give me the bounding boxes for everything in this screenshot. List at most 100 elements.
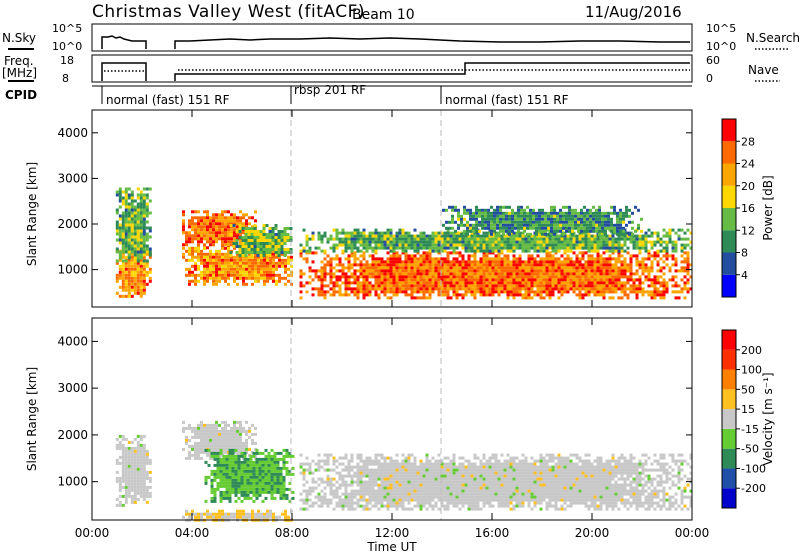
power-cell-5 (581, 293, 585, 297)
power-cell-5 (587, 272, 591, 276)
power-cell-7 (577, 214, 580, 218)
velocity-cell-2 (276, 463, 280, 467)
power-cell-6 (380, 237, 384, 241)
power-cell-5 (542, 266, 546, 270)
power-cell-0 (118, 294, 122, 298)
power-cell-7 (625, 223, 628, 227)
power-cell-5 (578, 251, 582, 255)
power-cell-5 (455, 275, 459, 279)
velocity-cell-2 (219, 484, 223, 488)
power-cell-1 (145, 226, 149, 230)
power-cell-0 (130, 285, 134, 289)
power-cell-2 (194, 210, 197, 214)
power-cell-3 (254, 261, 257, 265)
power-cell-7 (634, 229, 637, 233)
power-cell-6 (608, 249, 612, 253)
power-cell-6 (659, 243, 663, 247)
power-cell-6 (614, 249, 618, 253)
power-cell-7 (613, 211, 616, 215)
power-cell-3 (239, 261, 242, 265)
power-cell-5 (392, 251, 396, 255)
velocity-cell-2 (228, 451, 232, 455)
power-cell-5 (473, 284, 477, 288)
power-cell-7 (631, 211, 634, 215)
power-cell-6 (467, 240, 471, 244)
power-cell-5 (542, 269, 546, 273)
power-cell-6 (560, 237, 564, 241)
power-cell-7 (481, 208, 484, 212)
power-cell-6 (452, 234, 456, 238)
power-cell-5 (470, 293, 474, 297)
power-cell-5 (509, 287, 513, 291)
power-cell-5 (614, 263, 618, 267)
power-cell-5 (299, 284, 303, 288)
power-cell-6 (569, 237, 573, 241)
power-cell-2 (224, 225, 227, 229)
power-cell-6 (362, 240, 366, 244)
power-colorbar-label: Power [dB] (761, 175, 775, 240)
power-cell-0 (139, 276, 143, 280)
velocity-cell-2 (279, 481, 283, 485)
power-cell-6 (554, 234, 558, 238)
power-cell-2 (230, 222, 233, 226)
power-cell-5 (659, 293, 663, 297)
power-cell-6 (614, 243, 618, 247)
power-cell-1 (130, 223, 134, 227)
power-cell-5 (650, 260, 654, 264)
velocity-cell-2 (219, 448, 223, 452)
power-cell-5 (497, 254, 501, 258)
power-cell-6 (611, 243, 615, 247)
power-cell-5 (413, 284, 417, 288)
power-cell-6 (623, 249, 627, 253)
velocity-cell-1 (200, 432, 203, 436)
power-cell-1 (130, 229, 134, 233)
velocity-cell-2 (204, 499, 208, 503)
velocity-cell-2 (258, 478, 262, 482)
power-cell-6 (512, 249, 516, 253)
power-cell-3 (278, 273, 281, 277)
power-cell-0 (133, 285, 137, 289)
velocity-cell-3 (320, 489, 324, 493)
velocity-cell-0 (121, 455, 125, 459)
power-cell-1 (118, 229, 122, 233)
power-cell-5 (530, 290, 534, 294)
power-cell-6 (371, 231, 375, 235)
power-cell-4 (247, 248, 251, 251)
power-ytick-label: 1000 (57, 263, 88, 277)
power-cell-7 (589, 214, 592, 218)
power-cell-2 (215, 225, 218, 229)
power-cell-5 (581, 281, 585, 285)
power-cell-5 (680, 254, 684, 258)
velocity-cell-0 (142, 458, 146, 462)
power-cell-5 (548, 287, 552, 291)
power-cell-5 (359, 284, 363, 288)
power-cell-5 (485, 257, 489, 261)
power-cell-6 (389, 246, 393, 250)
power-cell-5 (512, 275, 516, 279)
power-cell-6 (632, 237, 636, 241)
power-cell-3 (254, 276, 257, 280)
power-cell-7 (511, 223, 514, 227)
power-cell-5 (479, 269, 483, 273)
velocity-cell-0 (130, 449, 134, 453)
power-cell-6 (341, 243, 345, 247)
power-cell-5 (629, 254, 633, 258)
power-cell-5 (449, 260, 453, 264)
power-cell-1 (127, 205, 131, 209)
power-cell-4 (283, 236, 287, 239)
power-cell-5 (341, 251, 345, 255)
power-cell-6 (404, 249, 408, 253)
power-cell-5 (614, 257, 618, 261)
power-cell-5 (470, 281, 474, 285)
power-cell-5 (593, 272, 597, 276)
velocity-cell-2 (264, 475, 268, 479)
power-cell-6 (428, 234, 432, 238)
power-cell-6 (593, 237, 597, 241)
power-cell-5 (434, 278, 438, 282)
velocity-cell-2 (213, 487, 217, 491)
power-cell-3 (191, 252, 194, 256)
power-cell-2 (188, 222, 191, 226)
velocity-cell-3 (317, 477, 321, 481)
power-cell-1 (136, 247, 140, 251)
power-cell-6 (368, 243, 372, 247)
